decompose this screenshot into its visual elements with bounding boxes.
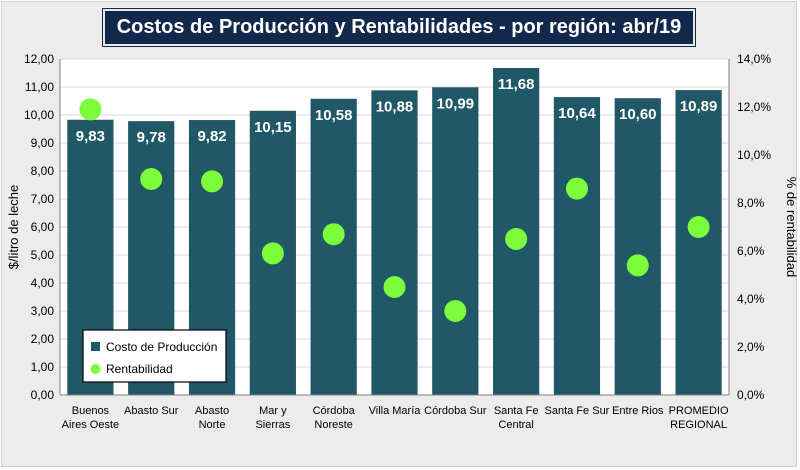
y-tick-label: 3,00 (31, 304, 55, 318)
x-tick-label: Córdoba Noreste (313, 405, 356, 431)
chart-title: Costos de Producción y Rentabilidades - … (103, 9, 695, 46)
x-tick-label: Córdoba Sur (424, 405, 487, 417)
scatter-point (687, 216, 710, 238)
legend-swatch-rentabilidad (90, 364, 101, 374)
scatter-point (505, 228, 528, 250)
x-tick-label: PROMEDIO REGIONAL (669, 405, 729, 431)
y-tick-labels: 0,00 1,00 2,00 3,00 4,00 5,00 6,00 7,00 8,00 9,00… (24, 52, 54, 402)
y2-tick-label: 6,0% (737, 244, 765, 258)
x-tick-label: Buenos Aires Oeste (62, 405, 119, 431)
y2-tick-labels: 0,0% 2,0% 4,0% 6,0% 8,0% 10,0% 12,0% 14,0% (737, 52, 771, 402)
x-tick-labels: Buenos Aires Oeste Abasto Sur Abasto Norte Ma… (62, 405, 729, 431)
x-tick-label: Santa Fe Sur (545, 405, 610, 417)
y-tick-label: 7,00 (31, 192, 55, 206)
x-tick-label: Abasto Norte (195, 405, 229, 431)
bar (371, 90, 418, 396)
scatter-point (383, 276, 406, 298)
y2-tick-label: 12,0% (737, 100, 771, 114)
axes (59, 59, 730, 396)
y-tick-label: 1,00 (31, 360, 55, 374)
scatter-point (322, 223, 345, 246)
y-tick-label: 0,00 (31, 388, 55, 402)
bar-data-label: 9,82 (197, 128, 226, 145)
x-tick-label: Santa Fe Central (494, 405, 539, 431)
bar-data-label: 9,78 (137, 129, 166, 146)
y-tick-label: 5,00 (31, 248, 55, 262)
legend-label-rentabilidad: Rentabilidad (106, 362, 173, 376)
bar-data-label: 10,60 (619, 106, 657, 123)
y-tick-label: 11,00 (25, 80, 54, 94)
bar-data-label: 10,88 (376, 98, 414, 115)
y-tick-label: 10,00 (24, 108, 54, 122)
scatter-point (444, 300, 467, 322)
bar-data-label: 10,15 (254, 119, 292, 136)
x-tick-label: Abasto Sur (124, 405, 179, 417)
x-tick-label: Villa María (369, 405, 422, 417)
x-tick-label: Entre Rios (612, 405, 664, 417)
bar-data-label: 10,64 (558, 105, 596, 122)
bar (614, 98, 661, 395)
x-tick-label: Mar y Sierras (255, 405, 290, 431)
y2-tick-label: 8,0% (737, 196, 765, 210)
scatter-point (261, 242, 284, 265)
y-tick-label: 9,00 (31, 136, 55, 150)
y-tick-label: 8,00 (31, 164, 55, 178)
y2-tick-label: 0,0% (737, 388, 765, 402)
legend-box (82, 329, 227, 383)
bar-data-labels: 9,83 9,78 9,82 10,15 10,58 10,88 10,99 11,68 10,… (76, 76, 718, 146)
bar-data-label: 9,83 (76, 128, 105, 145)
y-tick-label: 12,00 (24, 52, 54, 66)
scatter-point (79, 98, 102, 121)
y2-tick-label: 4,0% (737, 292, 765, 306)
scatter-series (79, 98, 710, 322)
bar (310, 98, 357, 395)
y2-tick-label: 10,0% (737, 148, 771, 162)
scatter-point (565, 177, 588, 200)
y-tick-label: 6,00 (31, 220, 55, 234)
scatter-point (626, 254, 649, 277)
legend-label-costo: Costo de Producción (106, 340, 217, 354)
bar-data-label: 11,68 (498, 76, 535, 93)
y2-tick-label: 2,0% (737, 340, 765, 354)
y-axis-label: $/litro de leche (6, 185, 21, 270)
scatter-point (140, 168, 163, 190)
bar-data-label: 10,99 (437, 95, 475, 112)
bar (675, 90, 722, 395)
scatter-point (201, 170, 224, 193)
legend: Costo de Producción Rentabilidad (82, 329, 227, 383)
y2-tick-label: 14,0% (737, 52, 771, 66)
bar (432, 87, 479, 395)
y-tick-label: 2,00 (31, 332, 55, 346)
bar-data-label: 10,89 (680, 98, 718, 115)
legend-swatch-costo (91, 342, 100, 351)
y-tick-label: 4,00 (31, 276, 55, 290)
y2-axis-label: % de rentabilidad (784, 177, 799, 277)
bar-data-label: 10,58 (315, 107, 353, 124)
bar (553, 97, 601, 395)
